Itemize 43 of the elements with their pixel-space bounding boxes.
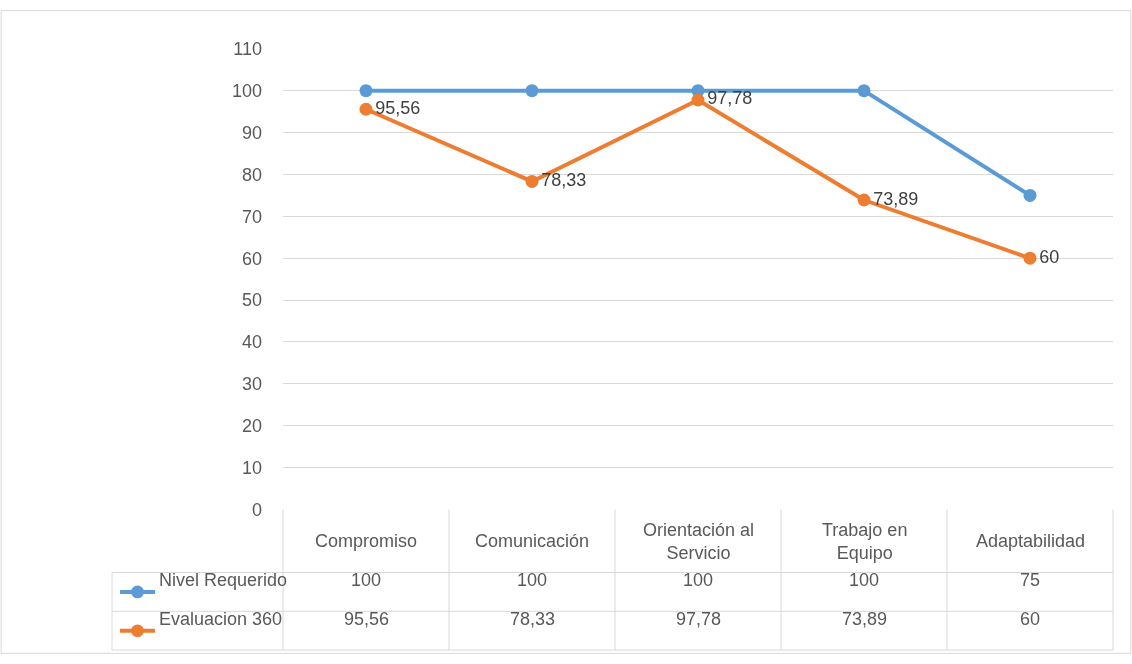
- point: [525, 174, 539, 188]
- y-tick-label: 20: [241, 416, 262, 437]
- point: [857, 193, 871, 207]
- y-tick-label: 90: [241, 122, 262, 143]
- y-tick-label: 80: [241, 164, 262, 185]
- data-label: 100: [683, 570, 714, 590]
- point: [1023, 188, 1037, 202]
- legend-label: Evaluacion 360: [159, 609, 283, 629]
- text: 97,78: [707, 88, 753, 109]
- y-tick-label: 10: [241, 457, 262, 478]
- data-label: 75: [1020, 570, 1041, 590]
- data-label: 100: [517, 570, 548, 590]
- y-tick-label: 0: [251, 499, 262, 520]
- y-tick-label: 50: [241, 290, 262, 311]
- text: 73,89: [873, 188, 919, 209]
- y-tick-label: 40: [241, 332, 262, 353]
- data-label: 97,78: [676, 609, 722, 629]
- x-tick-label: Trabajo en Equipo: [822, 520, 908, 564]
- data-label: 100: [849, 570, 880, 590]
- point: [525, 84, 539, 98]
- point: [359, 102, 373, 116]
- x-tick-label: Compromiso: [315, 531, 418, 551]
- data-label: 100: [351, 570, 382, 590]
- legend-label: Nivel Requerido: [159, 570, 288, 590]
- y-tick-label: 70: [241, 206, 262, 227]
- point: [691, 93, 705, 107]
- y-tick-label: 100: [231, 80, 262, 101]
- y-tick-label: 110: [233, 39, 262, 60]
- point: [1023, 251, 1037, 265]
- x-tick-label: Comunicación: [475, 531, 590, 551]
- text: 78,33: [541, 169, 587, 190]
- text: 60: [1039, 246, 1060, 267]
- data-label: 95,56: [344, 609, 390, 629]
- y-tick-label: 30: [241, 374, 262, 395]
- text: 95,56: [375, 97, 421, 118]
- point: [359, 84, 373, 98]
- data-label: 60: [1020, 609, 1041, 629]
- data-label: 73,89: [842, 609, 888, 629]
- point: [857, 84, 871, 98]
- x-tick-label: Orientación al Servicio: [643, 520, 755, 564]
- y-tick-label: 60: [241, 248, 262, 269]
- data-label: 78,33: [510, 609, 556, 629]
- x-tick-label: Adaptabilidad: [976, 531, 1086, 551]
